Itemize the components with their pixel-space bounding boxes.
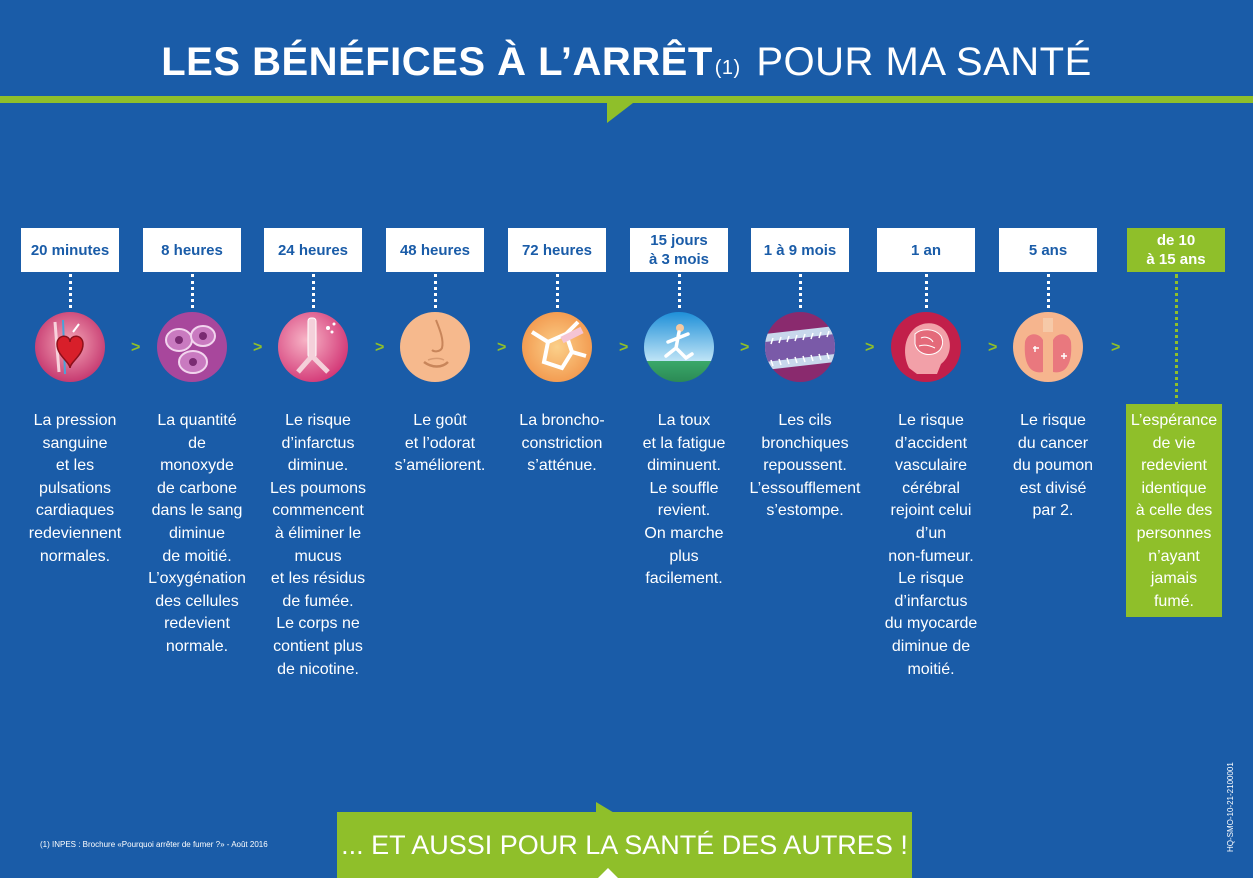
document-reference-code: HQ-SMO-10-21-2100001 <box>1226 762 1235 852</box>
pointer-triangle-icon <box>598 868 618 878</box>
lungs-mucus-icon <box>278 312 348 382</box>
torso-lungs-icon <box>1013 312 1083 382</box>
dotted-connector <box>556 274 559 308</box>
chevron-right-icon: > <box>253 339 263 356</box>
step-description: La toux et la fatigue diminuent. Le souf… <box>642 412 726 588</box>
cells-icon <box>157 312 227 382</box>
dotted-connector <box>1047 274 1050 308</box>
chevron-right-icon: > <box>131 339 141 356</box>
nose-mouth-icon <box>400 312 470 382</box>
dotted-connector <box>434 274 437 308</box>
chevron-right-icon: > <box>375 339 385 356</box>
dotted-connector <box>312 274 315 308</box>
step-time-label: 24 heures <box>264 228 362 272</box>
title-bold: LES BÉNÉFICES À L’ARRÊT <box>161 40 713 84</box>
step-time-label: de 10 à 15 ans <box>1127 228 1225 272</box>
heart-icon <box>35 312 105 382</box>
step-time-label: 1 à 9 mois <box>751 228 849 272</box>
dotted-connector <box>799 274 802 308</box>
title-footnote-ref: (1) <box>714 57 741 79</box>
step-time-label: 1 an <box>877 228 975 272</box>
chevron-right-icon: > <box>619 339 629 356</box>
step-time-label: 20 minutes <box>21 228 119 272</box>
step-description: La pression sanguine et les pulsations c… <box>28 412 122 565</box>
runner-icon <box>644 312 714 382</box>
chevron-right-icon: > <box>1111 339 1121 356</box>
dotted-connector <box>925 274 928 308</box>
cilia-icon <box>765 312 835 382</box>
step-time-label: 72 heures <box>508 228 606 272</box>
step-description: L’espérance de vie redevient identique à… <box>1126 404 1222 618</box>
brain-icon <box>891 312 961 382</box>
step-time-label: 8 heures <box>143 228 241 272</box>
bronchi-icon <box>522 312 592 382</box>
step-description: Le risque d’infarctus diminue. Les poumo… <box>269 412 367 678</box>
chevron-right-icon: > <box>865 339 875 356</box>
dotted-connector <box>1175 274 1178 406</box>
step-description: Le risque d’accident vasculaire cérébral… <box>884 412 978 678</box>
banner-tab <box>596 802 616 814</box>
step-description: Les cils bronchiques repoussent. L’essou… <box>749 412 861 520</box>
title-underline <box>0 96 1253 103</box>
step-description: Le goût et l’odorat s’améliorent. <box>394 412 486 475</box>
step-time-label: 5 ans <box>999 228 1097 272</box>
chevron-right-icon: > <box>497 339 507 356</box>
step-description: Le risque du cancer du poumon est divisé… <box>1012 412 1094 520</box>
dotted-connector <box>678 274 681 308</box>
step-time-label: 15 jours à 3 mois <box>630 228 728 272</box>
title-light: POUR MA SANTÉ <box>756 40 1092 84</box>
step-time-label: 48 heures <box>386 228 484 272</box>
footnote: (1) INPES : Brochure «Pourquoi arrêter d… <box>40 840 268 849</box>
chevron-right-icon: > <box>740 339 750 356</box>
step-description: La quantité de monoxyde de carbone dans … <box>148 412 246 655</box>
page-title: LES BÉNÉFICES À L’ARRÊT (1) POUR MA SANTÉ <box>0 34 1253 90</box>
dotted-connector <box>191 274 194 308</box>
chevron-right-icon: > <box>988 339 998 356</box>
dotted-connector <box>69 274 72 308</box>
title-underline-tab <box>607 103 633 123</box>
bottom-banner: ... ET AUSSI POUR LA SANTÉ DES AUTRES ! <box>337 812 912 878</box>
step-description: La broncho- constriction s’atténue. <box>519 412 605 475</box>
